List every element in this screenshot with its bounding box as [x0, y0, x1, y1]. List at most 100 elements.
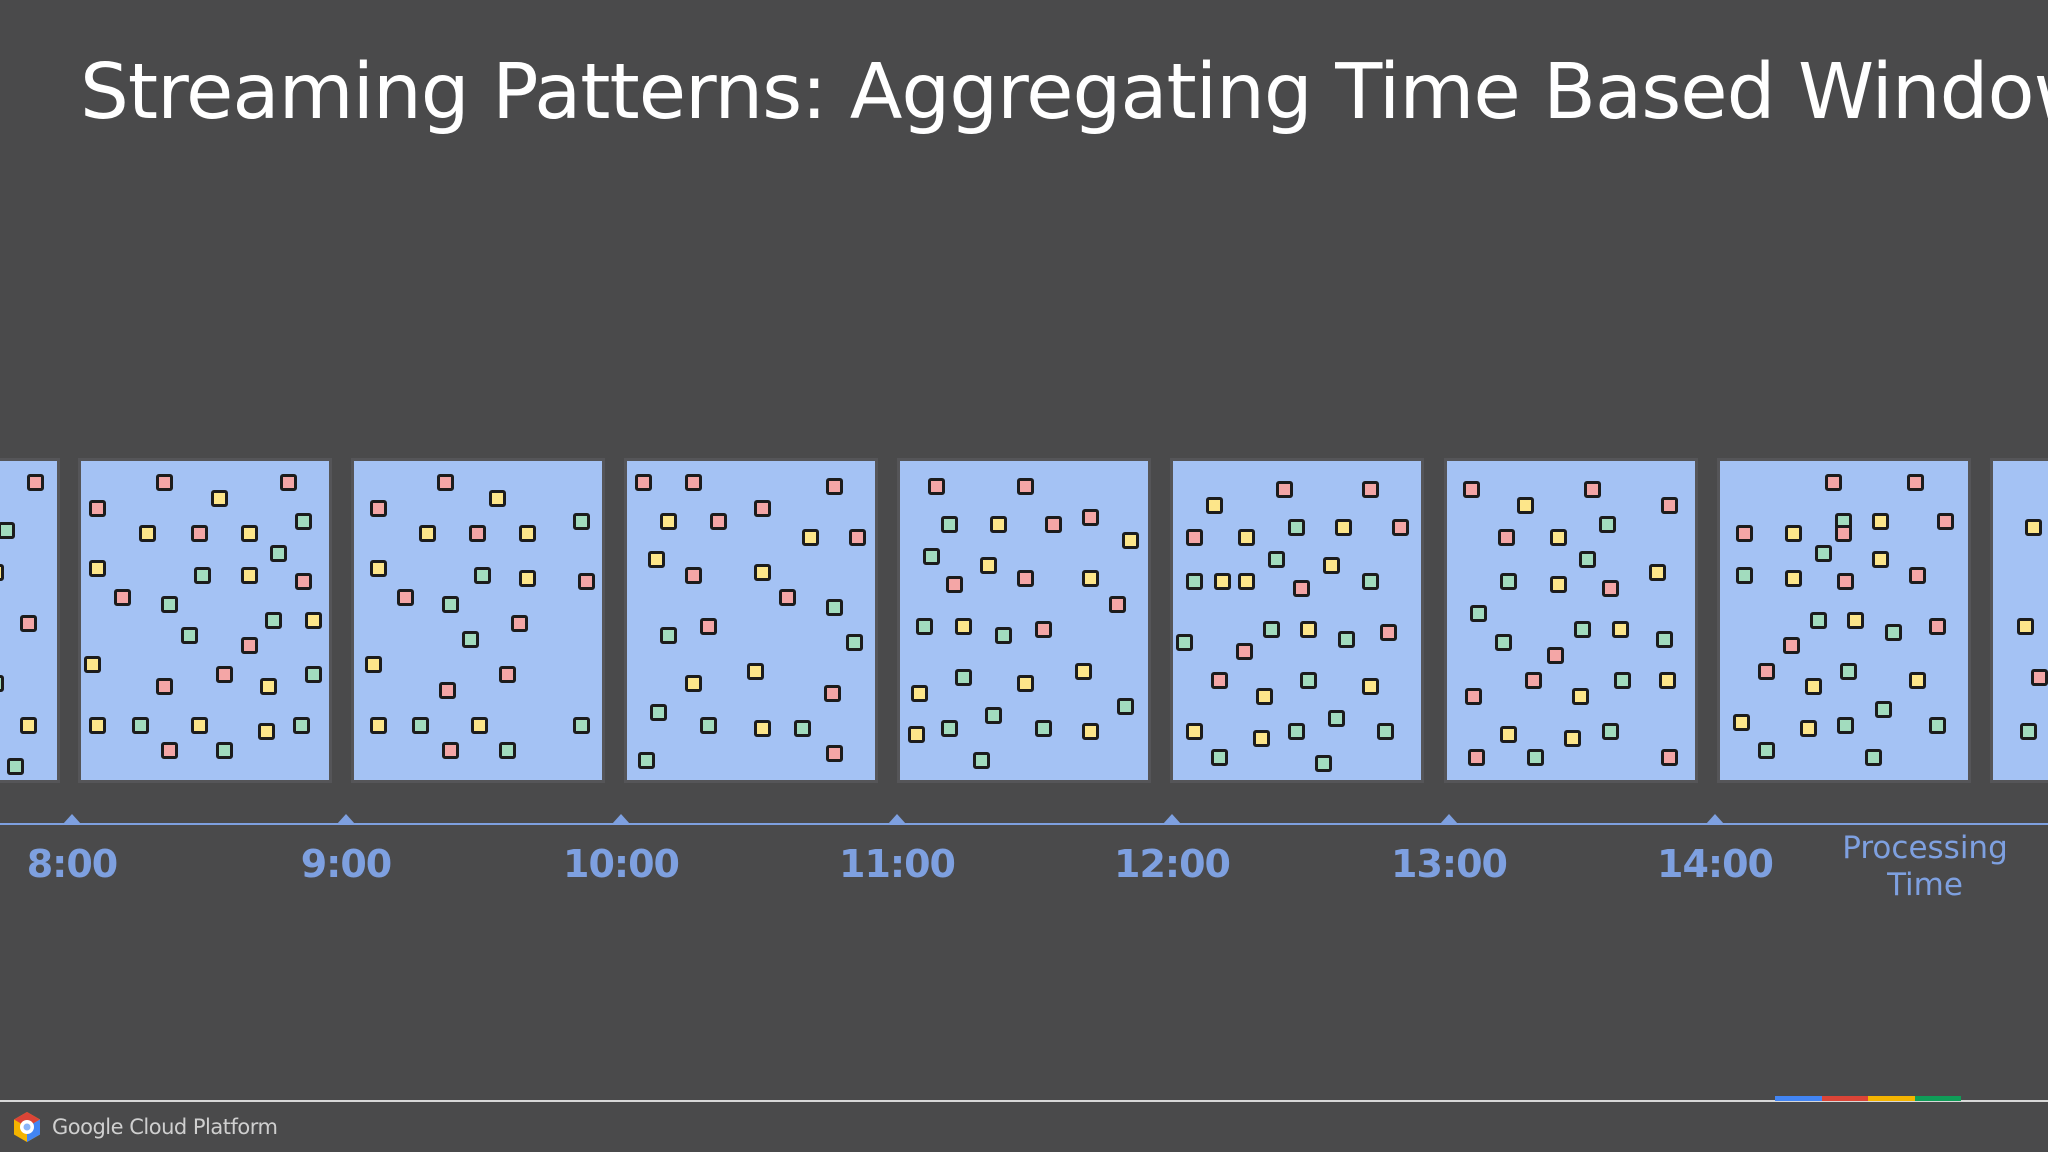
axis-label: Processing Time	[1842, 830, 2008, 903]
event-square	[89, 500, 106, 517]
event-square	[241, 567, 258, 584]
event-square	[1937, 513, 1954, 530]
time-window-window-9	[351, 458, 605, 783]
time-window-window-10	[624, 458, 878, 783]
axis-tick-mark	[612, 814, 630, 824]
event-square	[1805, 678, 1822, 695]
event-square	[923, 548, 940, 565]
event-square	[1875, 701, 1892, 718]
event-square	[1335, 519, 1352, 536]
event-square	[1574, 621, 1591, 638]
event-square	[578, 573, 595, 590]
event-square	[1810, 612, 1827, 629]
event-square	[946, 576, 963, 593]
event-square	[824, 685, 841, 702]
event-square	[1872, 551, 1889, 568]
event-square	[1736, 567, 1753, 584]
event-square	[1082, 570, 1099, 587]
axis-tick-mark	[63, 814, 81, 824]
event-square	[1865, 749, 1882, 766]
event-square	[471, 717, 488, 734]
event-square	[1840, 663, 1857, 680]
time-window-window-8	[78, 458, 332, 783]
event-square	[439, 682, 456, 699]
event-square	[305, 612, 322, 629]
event-square	[1500, 573, 1517, 590]
event-square	[1211, 749, 1228, 766]
event-square	[1288, 519, 1305, 536]
event-square	[1785, 525, 1802, 542]
event-square	[685, 675, 702, 692]
axis-tick-label: 10:00	[563, 842, 680, 886]
event-square	[573, 513, 590, 530]
event-square	[928, 478, 945, 495]
axis-tick-label: 11:00	[839, 842, 956, 886]
event-square	[700, 618, 717, 635]
event-square	[161, 742, 178, 759]
brand-blue	[1775, 1096, 1822, 1101]
event-square	[1109, 596, 1126, 613]
event-square	[114, 589, 131, 606]
event-square	[437, 474, 454, 491]
event-square	[241, 637, 258, 654]
event-square	[295, 513, 312, 530]
event-square	[1017, 478, 1034, 495]
event-square	[1909, 672, 1926, 689]
event-square	[1328, 710, 1345, 727]
event-square	[442, 596, 459, 613]
event-square	[462, 631, 479, 648]
event-square	[0, 564, 4, 581]
event-square	[370, 560, 387, 577]
event-square	[1238, 529, 1255, 546]
event-square	[1300, 672, 1317, 689]
event-square	[955, 618, 972, 635]
event-square	[990, 516, 1007, 533]
axis-tick-label: 9:00	[300, 842, 393, 886]
event-square	[1909, 567, 1926, 584]
event-square	[442, 742, 459, 759]
slide-title: Streaming Patterns: Aggregating Time Bas…	[80, 48, 2048, 137]
event-square	[685, 474, 702, 491]
footer-divider	[0, 1100, 2048, 1102]
event-square	[826, 599, 843, 616]
event-square	[754, 720, 771, 737]
event-square	[1572, 688, 1589, 705]
event-square	[1465, 688, 1482, 705]
event-square	[295, 573, 312, 590]
event-square	[911, 685, 928, 702]
event-square	[700, 717, 717, 734]
event-square	[191, 717, 208, 734]
event-square	[519, 570, 536, 587]
event-square	[941, 720, 958, 737]
event-square	[1661, 749, 1678, 766]
event-square	[191, 525, 208, 542]
event-square	[1293, 580, 1310, 597]
event-square	[1468, 749, 1485, 766]
event-square	[973, 752, 990, 769]
event-square	[1035, 621, 1052, 638]
axis-tick-label: 8:00	[26, 842, 119, 886]
event-square	[1584, 481, 1601, 498]
event-square	[1564, 730, 1581, 747]
event-square	[794, 720, 811, 737]
event-square	[2031, 669, 2048, 686]
event-square	[1656, 631, 1673, 648]
event-square	[754, 500, 771, 517]
event-square	[1612, 621, 1629, 638]
event-square	[2025, 519, 2042, 536]
event-square	[305, 666, 322, 683]
event-square	[84, 656, 101, 673]
event-square	[638, 752, 655, 769]
event-square	[802, 529, 819, 546]
event-square	[1800, 720, 1817, 737]
event-square	[1825, 474, 1842, 491]
event-square	[1206, 497, 1223, 514]
event-square	[365, 656, 382, 673]
event-square	[1377, 723, 1394, 740]
event-square	[1837, 717, 1854, 734]
event-square	[1268, 551, 1285, 568]
event-square	[397, 589, 414, 606]
event-square	[1517, 497, 1534, 514]
event-square	[916, 618, 933, 635]
event-square	[995, 627, 1012, 644]
